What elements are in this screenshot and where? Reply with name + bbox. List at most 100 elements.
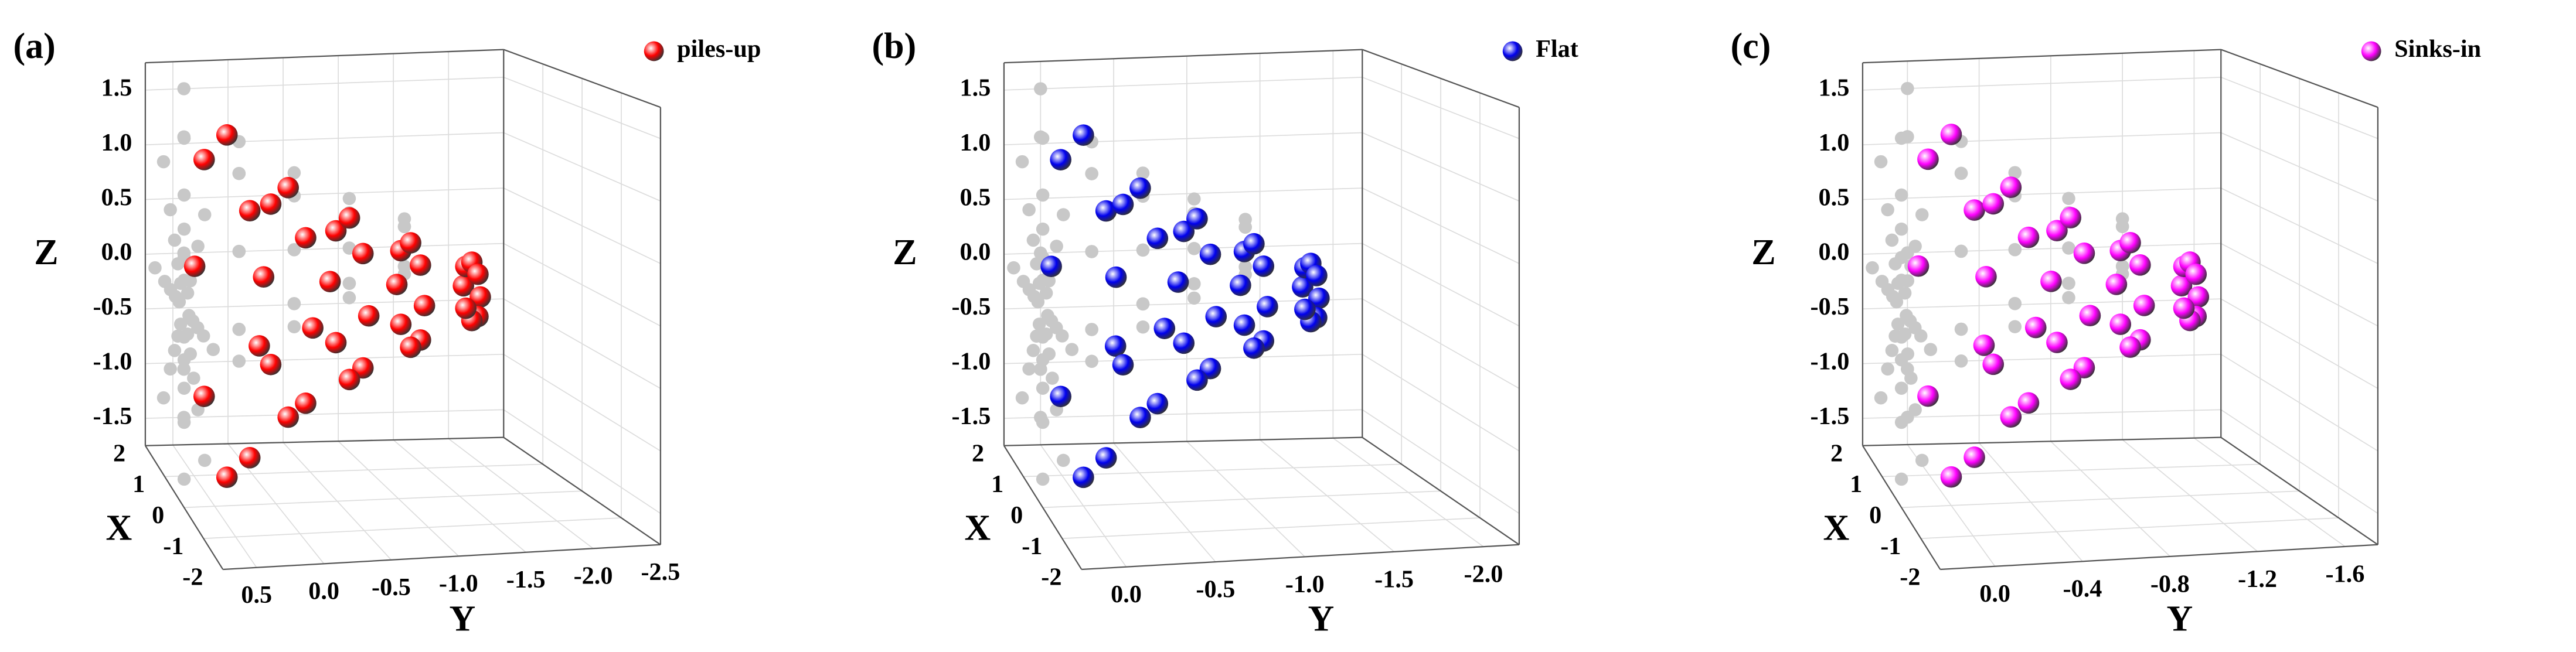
data-point [1982,193,2005,215]
data-point [216,124,238,146]
projection-point [1036,353,1050,367]
data-point [193,149,215,170]
z-tick-label: -1.0 [951,347,991,375]
projection-point [1187,291,1201,305]
legend-label: Flat [1536,35,1578,63]
y-tick-label: -0.8 [2150,570,2190,598]
data-point [1167,271,1189,293]
grid-line [1003,353,1363,364]
x-tick-label: 1 [132,470,145,498]
grid-line [145,132,504,146]
projection-point [1034,130,1047,144]
data-point [2173,297,2195,319]
data-point [277,177,300,199]
projection-point [1894,381,1908,395]
y-tick-label: -1.6 [2325,560,2364,588]
data-point [2017,392,2040,414]
projection-point [1036,330,1050,344]
projection-point [1901,130,1914,144]
projection-point [2008,320,2022,333]
data-point [1153,318,1176,339]
z-axis-title: Z [1751,233,1775,272]
projection-point [1007,261,1020,275]
grid-line [1901,490,2300,508]
x-tick-label: -1 [1880,532,1901,560]
projection-point [1894,222,1908,236]
projection-point [1187,277,1201,291]
projection-point [2008,166,2022,179]
data-point [325,332,347,354]
projection-point [156,155,171,169]
data-point [2119,231,2141,254]
x-tick-label: -2 [1041,564,1061,591]
projection-point [2008,296,2022,310]
projection-point [1954,244,1968,258]
z-tick-label: 1.5 [101,74,132,102]
projection-point [177,353,191,367]
projection-point [1050,240,1063,253]
projection-point [156,391,171,405]
projection-point [287,243,301,257]
projection-point [2062,291,2075,305]
data-point [2017,226,2040,248]
data-point [1173,220,1195,243]
data-point [338,368,360,391]
z-tick-label: 0.5 [960,183,991,211]
data-point [302,317,324,339]
projection-point [1015,155,1029,169]
data-point [1964,199,1985,221]
data-point [338,207,360,229]
data-point [1146,392,1169,415]
projection-point [1894,330,1908,344]
box-edge [1003,49,1363,64]
projection-point [1881,203,1894,217]
projection-point [177,188,191,202]
projection-point [1924,343,1938,356]
projection-point [1908,403,1922,417]
z-tick-label: 1.0 [960,129,991,156]
grid-line [145,353,504,364]
panel-label: (a) [13,26,56,66]
y-tick-label: 0.0 [308,578,339,605]
data-point [2024,316,2047,339]
projection-point [1881,362,1894,376]
z-tick-label: -1.0 [1810,347,1849,375]
data-point [1073,124,1094,146]
projection-point [1085,245,1098,258]
data-point [1205,306,1227,327]
z-tick-label: -0.5 [93,293,132,320]
grid-line [184,490,583,508]
grid-line [1862,298,2221,310]
y-tick-label: 0.5 [241,581,272,609]
data-point [2060,207,2082,228]
data-point [1982,353,2005,376]
projection-point [1891,318,1905,331]
x-tick-label: -1 [163,532,183,560]
grid-line [1043,490,1441,508]
box-edge [144,445,224,570]
data-point [1907,255,1930,277]
y-tick-label: -2.0 [1464,561,1503,588]
data-point [2000,176,2022,199]
projection-point [232,322,246,336]
data-point [1112,193,1134,216]
chart-panel: -1.5 -1.0 -0.5 0.0 0.5 1.0 1.5 0.0 -0.4 -0.8 -1.2 -… [1731,26,2482,639]
y-tick-label: -0.4 [2063,575,2102,603]
z-tick-label: -1.5 [1810,402,1849,430]
projection-point [1238,260,1252,274]
grid-line [1921,517,2339,540]
data-point [253,266,275,288]
data-point [1973,334,1995,356]
projection-point [1187,241,1201,255]
projection-point [187,371,200,385]
box-edge [503,436,661,545]
data-point [2073,242,2095,264]
projection-point [1036,222,1050,236]
grid-line [1062,517,1481,540]
projection-point [1908,240,1922,253]
data-point [319,271,341,292]
data-point [2109,313,2132,335]
box-edge [145,436,504,446]
data-point [2185,263,2207,285]
